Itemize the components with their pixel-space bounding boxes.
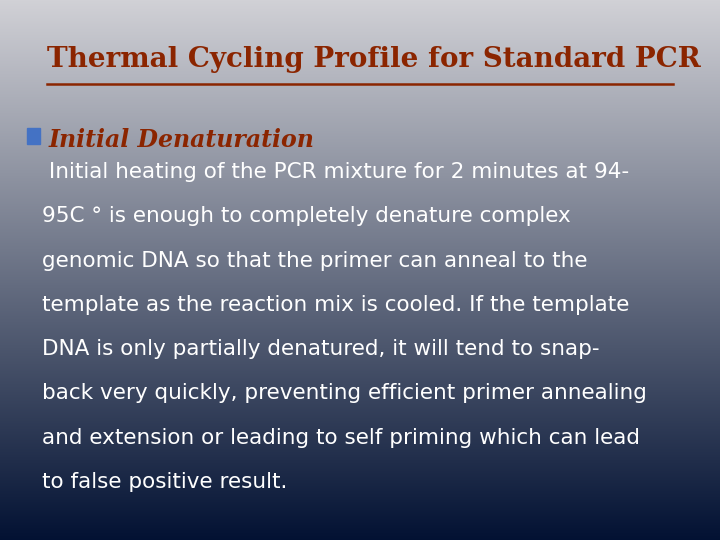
- Text: and extension or leading to self priming which can lead: and extension or leading to self priming…: [42, 428, 640, 448]
- Text: to false positive result.: to false positive result.: [42, 472, 287, 492]
- Text: template as the reaction mix is cooled. If the template: template as the reaction mix is cooled. …: [42, 295, 629, 315]
- Text: Initial Denaturation: Initial Denaturation: [49, 128, 315, 152]
- FancyBboxPatch shape: [27, 128, 40, 144]
- Text: Initial heating of the PCR mixture for 2 minutes at 94-: Initial heating of the PCR mixture for 2…: [42, 162, 629, 182]
- Text: genomic DNA so that the primer can anneal to the: genomic DNA so that the primer can annea…: [42, 251, 588, 271]
- Text: Thermal Cycling Profile for Standard PCR: Thermal Cycling Profile for Standard PCR: [47, 46, 701, 73]
- Text: back very quickly, preventing efficient primer annealing: back very quickly, preventing efficient …: [42, 383, 647, 403]
- Text: 95C ° is enough to completely denature complex: 95C ° is enough to completely denature c…: [42, 206, 570, 226]
- Text: DNA is only partially denatured, it will tend to snap-: DNA is only partially denatured, it will…: [42, 339, 599, 359]
